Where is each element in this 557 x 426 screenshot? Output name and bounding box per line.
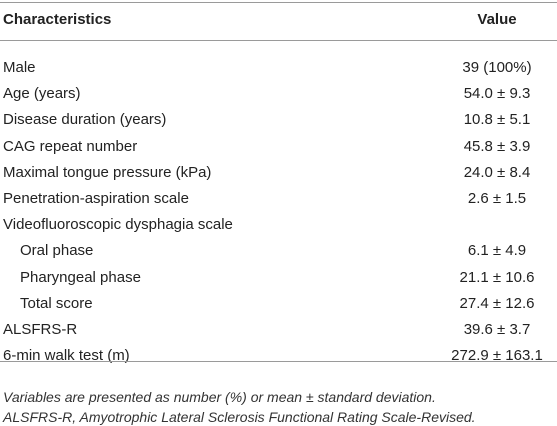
subrow-label: Pharyngeal phase (20, 268, 141, 286)
footnote: Variables are presented as number (%) or… (3, 389, 436, 405)
row-value: 45.8 ± 3.9 (463, 137, 531, 155)
row-value: 2.6 ± 1.5 (467, 190, 527, 207)
row-label: Videofluoroscopic dysphagia scale (3, 216, 233, 234)
subrow-value: 21.1 ± 10.6 (459, 268, 535, 286)
row-value: 39 (100%) (462, 59, 532, 76)
bottom-rule (0, 361, 557, 363)
header-rule (0, 40, 557, 41)
row-label: Penetration-aspiration scale (3, 190, 189, 207)
subrow-label: Oral phase (20, 242, 94, 260)
top-rule (0, 2, 557, 3)
header-cell: Characteristics (3, 11, 112, 28)
row-label: Maximal tongue pressure (kPa) (3, 163, 212, 181)
header-cell: Value (477, 11, 517, 28)
row-label: Age (years) (3, 85, 81, 103)
row-value: 24.0 ± 8.4 (463, 163, 531, 181)
footnote: ALSFRS-R, Amyotrophic Lateral Sclerosis … (3, 409, 476, 425)
row-label: 6-min walk test (m) (3, 347, 130, 365)
row-value: 10.8 ± 5.1 (463, 111, 531, 129)
subrow-value: 27.4 ± 12.6 (459, 294, 535, 312)
subrow-value: 6.1 ± 4.9 (467, 242, 527, 260)
row-label: ALSFRS-R (3, 321, 78, 338)
subrow-label: Total score (20, 294, 93, 312)
row-label: Male (3, 59, 36, 76)
row-value: 39.6 ± 3.7 (463, 321, 531, 338)
row-label: CAG repeat number (3, 137, 138, 155)
row-label: Disease duration (years) (3, 111, 167, 129)
row-value: 54.0 ± 9.3 (463, 85, 531, 103)
row-value: 272.9 ± 163.1 (451, 347, 543, 365)
